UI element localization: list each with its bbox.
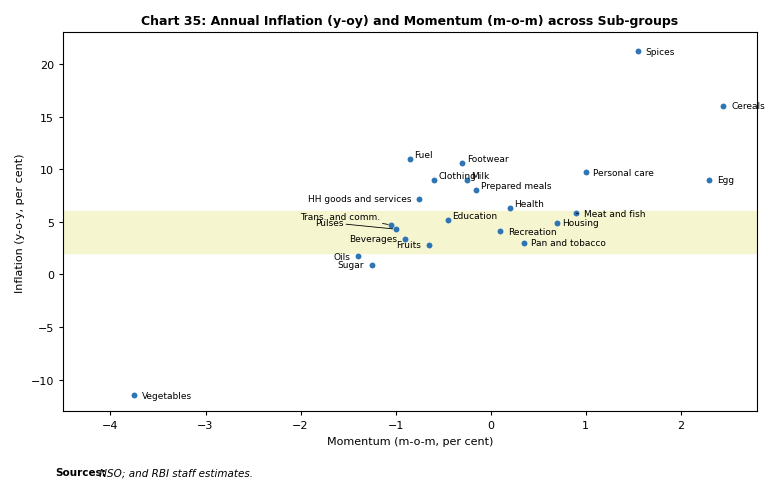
- Text: Personal care: Personal care: [594, 168, 654, 178]
- Point: [703, 177, 716, 184]
- Text: Clothing: Clothing: [438, 171, 476, 180]
- Point: [570, 210, 583, 218]
- Y-axis label: Inflation (y-o-y, per cent): Inflation (y-o-y, per cent): [15, 153, 25, 292]
- Text: Fruits: Fruits: [396, 241, 421, 250]
- Bar: [63, 212, 756, 254]
- Text: Prepared meals: Prepared meals: [481, 182, 551, 191]
- Text: Meat and fish: Meat and fish: [576, 209, 645, 218]
- Text: Cereals: Cereals: [731, 102, 765, 111]
- Text: Oils: Oils: [333, 252, 350, 262]
- Point: [403, 156, 416, 163]
- Point: [470, 187, 482, 194]
- Point: [456, 160, 468, 168]
- Point: [366, 262, 378, 269]
- Point: [128, 392, 140, 399]
- Point: [352, 253, 364, 261]
- Text: Footwear: Footwear: [467, 155, 508, 164]
- Text: Housing: Housing: [562, 219, 599, 228]
- Text: Pulses: Pulses: [315, 218, 393, 229]
- Text: Education: Education: [453, 211, 498, 220]
- Text: Recreation: Recreation: [507, 227, 557, 236]
- Point: [389, 226, 402, 233]
- Point: [442, 216, 454, 224]
- Text: Trans. and comm.: Trans. and comm.: [301, 212, 388, 225]
- Text: Sources:: Sources:: [55, 467, 106, 477]
- Point: [717, 103, 730, 110]
- Title: Chart 35: Annual Inflation (y-oy) and Momentum (m-o-m) across Sub-groups: Chart 35: Annual Inflation (y-oy) and Mo…: [141, 15, 678, 28]
- Text: Vegetables: Vegetables: [142, 391, 192, 400]
- Point: [428, 177, 440, 184]
- Text: Beverages: Beverages: [349, 235, 398, 243]
- Point: [579, 169, 592, 177]
- Point: [399, 235, 411, 243]
- Point: [423, 241, 435, 249]
- Point: [551, 219, 564, 227]
- Point: [460, 177, 473, 184]
- Point: [413, 195, 426, 203]
- Point: [384, 222, 397, 229]
- Point: [632, 48, 644, 56]
- Text: Fuel: Fuel: [414, 150, 433, 159]
- Text: Egg: Egg: [716, 176, 734, 185]
- Text: NSO; and RBI staff estimates.: NSO; and RBI staff estimates.: [96, 467, 253, 477]
- Text: HH goods and services: HH goods and services: [309, 195, 412, 204]
- Point: [503, 205, 516, 213]
- X-axis label: Momentum (m-o-m, per cent): Momentum (m-o-m, per cent): [327, 436, 493, 446]
- Text: Pan and tobacco: Pan and tobacco: [532, 239, 606, 248]
- Point: [518, 240, 530, 247]
- Text: Milk: Milk: [471, 171, 490, 180]
- Text: Health: Health: [514, 200, 544, 209]
- Point: [494, 228, 507, 236]
- Text: Spices: Spices: [645, 48, 675, 57]
- Text: Sugar: Sugar: [337, 261, 364, 270]
